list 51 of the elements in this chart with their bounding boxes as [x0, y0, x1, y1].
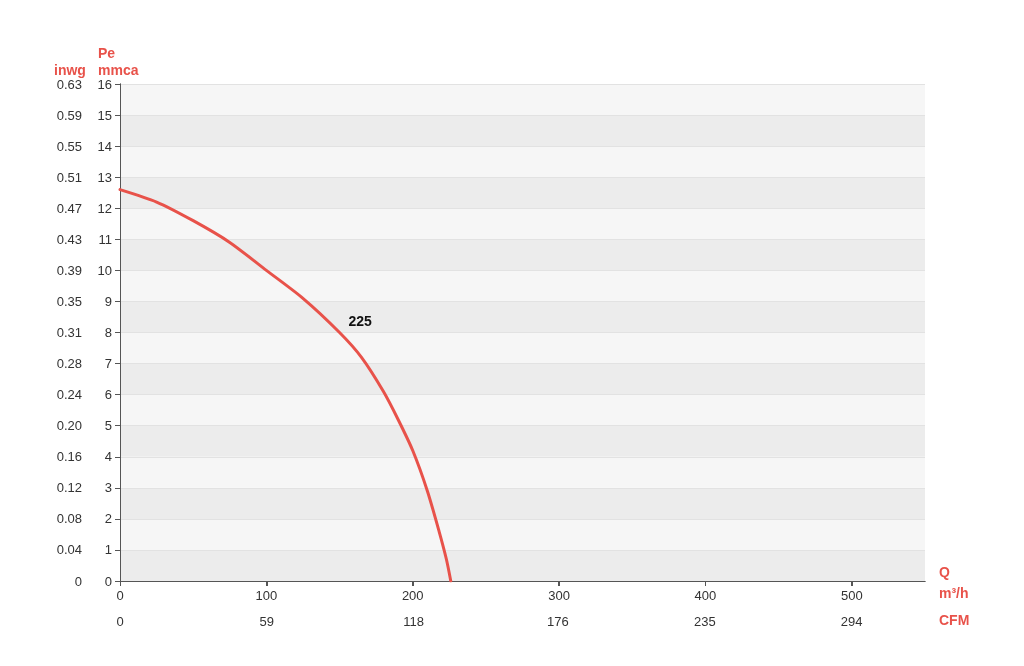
x2-axis-title: CFM [939, 611, 970, 628]
y2-tick-label: 0.51 [56, 169, 82, 185]
x2-tick-label: 118 [403, 614, 424, 629]
y2-tick-label: 0.16 [56, 449, 82, 465]
y2-tick-label: 0.43 [56, 231, 82, 247]
y2-tick-label: 0.08 [56, 511, 82, 527]
y2-tick-label: 0.20 [56, 418, 82, 434]
y-tick-label: 15 [97, 107, 112, 123]
x-tick-label: 500 [840, 588, 863, 603]
y-tick-label: 13 [97, 169, 112, 185]
y2-tick-label: 0.24 [56, 387, 82, 403]
y2-axis-title: inwg [54, 61, 86, 78]
x2-tick-label: 235 [693, 614, 716, 629]
y2-tick-label: 0.35 [56, 294, 82, 309]
y2-tick-label: 0.12 [56, 480, 82, 496]
y-tick-label: 9 [104, 293, 112, 309]
x2-tick-label: 294 [840, 614, 863, 629]
y2-tick-label: 0.31 [56, 325, 82, 340]
y2-tick-label: 0.59 [56, 107, 82, 123]
y-axis-title: Pe mmca [98, 44, 139, 78]
x2-tick-label: 176 [547, 614, 569, 629]
y-tick-label: 5 [104, 418, 112, 434]
y-tick-label: 1 [104, 542, 112, 558]
y-tick-label: 8 [104, 325, 112, 340]
x2-tick-label: 59 [259, 614, 275, 629]
x-tick-label: 300 [548, 588, 570, 603]
y-tick-label: 10 [97, 262, 112, 278]
x2-tick-label: 0 [116, 614, 124, 629]
x-tick-label: 0 [116, 588, 124, 603]
x-tick-label: 400 [694, 588, 717, 603]
y-tick-label: 7 [104, 356, 112, 372]
line-series [118, 188, 453, 583]
y2-tick-label: 0.39 [56, 262, 82, 278]
y2-tick-label: 0.55 [56, 138, 82, 154]
y-tick-label: 12 [97, 200, 112, 216]
y-tick-label: 11 [98, 231, 112, 247]
y-tick-label: 0 [104, 573, 112, 589]
y2-tick-label: 0.47 [56, 200, 82, 216]
x-axis-title: Q m³/h [939, 563, 969, 601]
y-tick-label: 6 [104, 387, 112, 403]
y-tick-label: 14 [97, 138, 112, 154]
y-tick-label: 3 [104, 480, 112, 496]
series-label: 225 [348, 312, 373, 329]
y2-tick-label: 0.04 [56, 542, 82, 558]
x-tick-label: 200 [401, 588, 424, 603]
x-tick-label: 100 [255, 588, 278, 603]
y-tick-label: 4 [104, 449, 112, 465]
y2-tick-label: 0.28 [56, 356, 82, 372]
y-tick-label: 16 [97, 76, 112, 92]
y2-tick-label: 0 [74, 573, 82, 589]
y-tick-label: 2 [104, 511, 112, 527]
